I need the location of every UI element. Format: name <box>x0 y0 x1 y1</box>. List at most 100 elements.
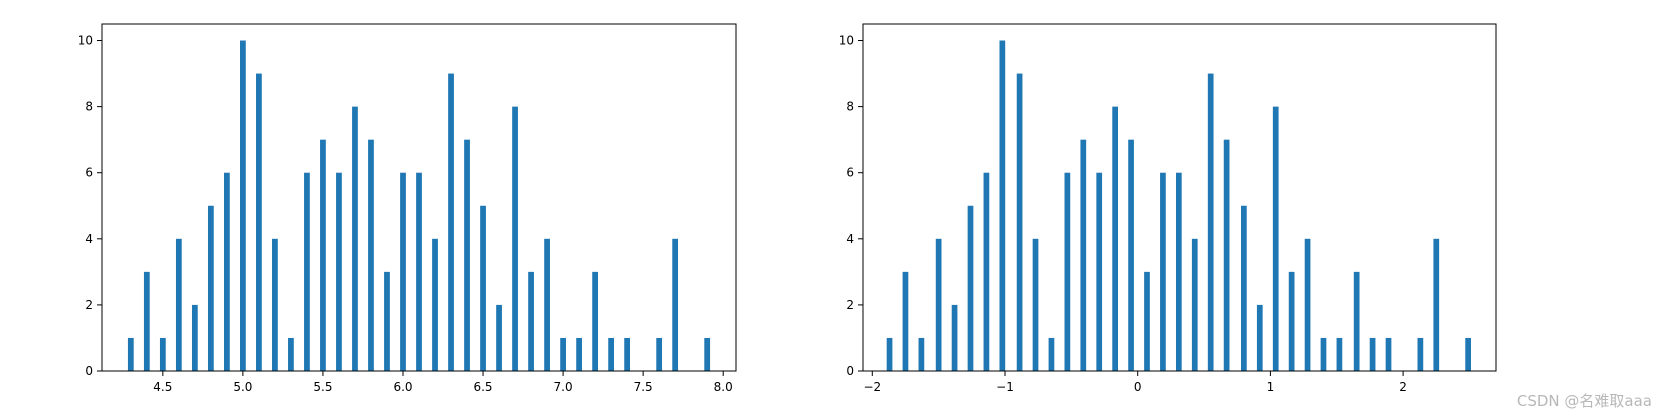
y-tick-label: 10 <box>839 34 854 48</box>
histogram-bar <box>544 238 550 371</box>
y-tick-label: 8 <box>846 100 854 114</box>
y-tick-label: 0 <box>85 364 93 378</box>
histogram-bar <box>1336 337 1343 371</box>
histogram-bar <box>672 238 679 371</box>
histogram-bar <box>1433 238 1440 371</box>
histogram-bar <box>464 139 470 371</box>
histogram-bar <box>143 271 150 371</box>
x-tick-label: 0 <box>1134 380 1142 394</box>
histogram-bar <box>886 337 893 371</box>
histogram-bar <box>704 337 711 371</box>
histogram-bar <box>1465 337 1471 371</box>
histogram-bar <box>159 337 166 371</box>
histogram-bar <box>1064 172 1071 371</box>
histogram-bar <box>1288 271 1295 371</box>
y-tick-label: 2 <box>846 298 854 312</box>
histogram-bar <box>999 40 1006 372</box>
histogram-bar <box>528 271 534 371</box>
histogram-bar <box>400 172 406 371</box>
axes-frame <box>101 23 737 372</box>
histogram-bar <box>320 139 326 371</box>
x-tick-label: 7.0 <box>554 380 573 394</box>
x-tick-label: −2 <box>863 380 881 394</box>
histogram-bar <box>608 337 614 371</box>
histogram-bar <box>416 172 422 371</box>
y-tick-label: 0 <box>846 364 854 378</box>
histogram-bar <box>127 337 134 371</box>
histogram-bar <box>432 238 438 371</box>
histogram-bar <box>1016 73 1023 371</box>
histogram-bar <box>1353 271 1360 371</box>
histogram-bar <box>592 271 598 371</box>
histogram-bar <box>1048 337 1055 371</box>
x-tick-label: 1 <box>1267 380 1275 394</box>
y-tick-label: 6 <box>85 166 93 180</box>
x-tick-label: 2 <box>1399 380 1407 394</box>
histogram-bar <box>1032 238 1039 371</box>
histogram-bar <box>1207 73 1214 371</box>
histogram-bar <box>1272 106 1279 372</box>
histogram-bar <box>624 337 631 371</box>
histogram-bar <box>951 304 958 371</box>
left-histogram-panel: 4.5 5.0 5.5 6.0 6.5 7.0 7.5 8.0 0 2 4 6 8 10 <box>78 23 737 394</box>
histogram-bar <box>1160 172 1166 371</box>
x-tick-label: 4.5 <box>153 380 172 394</box>
histogram-bar <box>512 106 518 372</box>
x-tick-label: 8.0 <box>714 380 733 394</box>
histogram-bar <box>918 337 925 371</box>
histogram-bar <box>656 337 663 371</box>
histogram-bar <box>240 40 246 372</box>
histogram-bar <box>1320 337 1327 371</box>
histogram-bar <box>175 238 182 371</box>
y-tick-label: 4 <box>846 232 854 246</box>
histogram-bar <box>336 172 342 371</box>
histogram-bar <box>1175 172 1182 371</box>
x-tick-label: 7.5 <box>634 380 653 394</box>
histogram-bar <box>1223 139 1230 371</box>
x-tick-label: −1 <box>996 380 1014 394</box>
histogram-bar <box>1241 205 1247 371</box>
histogram-bar <box>1304 238 1311 371</box>
histogram-bar <box>1369 337 1376 371</box>
histogram-bar <box>480 205 486 371</box>
histogram-bar <box>496 304 502 371</box>
right-histogram-panel: −2 −1 0 1 2 0 2 4 6 8 10 <box>839 23 1497 394</box>
x-tick-label: 5.5 <box>313 380 332 394</box>
y-tick-label: 4 <box>85 232 93 246</box>
y-tick-label: 6 <box>846 166 854 180</box>
histogram-bar <box>983 172 990 371</box>
histogram-bar <box>967 205 974 371</box>
x-tick-label: 6.0 <box>393 380 412 394</box>
histogram-bar <box>1128 139 1134 371</box>
x-tick-label: 6.5 <box>473 380 492 394</box>
histogram-bar <box>448 73 454 371</box>
histogram-bar <box>560 337 566 371</box>
histogram-bar <box>935 238 942 371</box>
histogram-bar <box>304 172 310 371</box>
histogram-bar <box>1080 139 1087 371</box>
histogram-bar <box>384 271 390 371</box>
histogram-bar <box>1385 337 1392 371</box>
histogram-bar <box>191 304 198 371</box>
histogram-bar <box>1417 337 1424 371</box>
x-tick-label: 5.0 <box>233 380 252 394</box>
histogram-bar <box>1112 106 1118 372</box>
histogram-bar <box>224 172 230 371</box>
histogram-bar <box>368 139 374 371</box>
watermark: CSDN @名难取aaa <box>1516 392 1652 410</box>
y-tick-label: 10 <box>78 34 93 48</box>
histogram-bar <box>1144 271 1150 371</box>
histogram-bar <box>207 205 214 371</box>
histogram-bar <box>1191 238 1198 371</box>
histogram-bar <box>272 238 278 371</box>
axes-frame <box>862 23 1497 372</box>
histogram-bar <box>576 337 582 371</box>
y-tick-label: 2 <box>85 298 93 312</box>
histogram-bar <box>1256 304 1263 371</box>
histogram-bar <box>256 73 262 371</box>
histogram-bar <box>1096 172 1103 371</box>
histogram-bar <box>352 106 358 372</box>
y-tick-label: 8 <box>85 100 93 114</box>
histogram-bar <box>288 337 294 371</box>
